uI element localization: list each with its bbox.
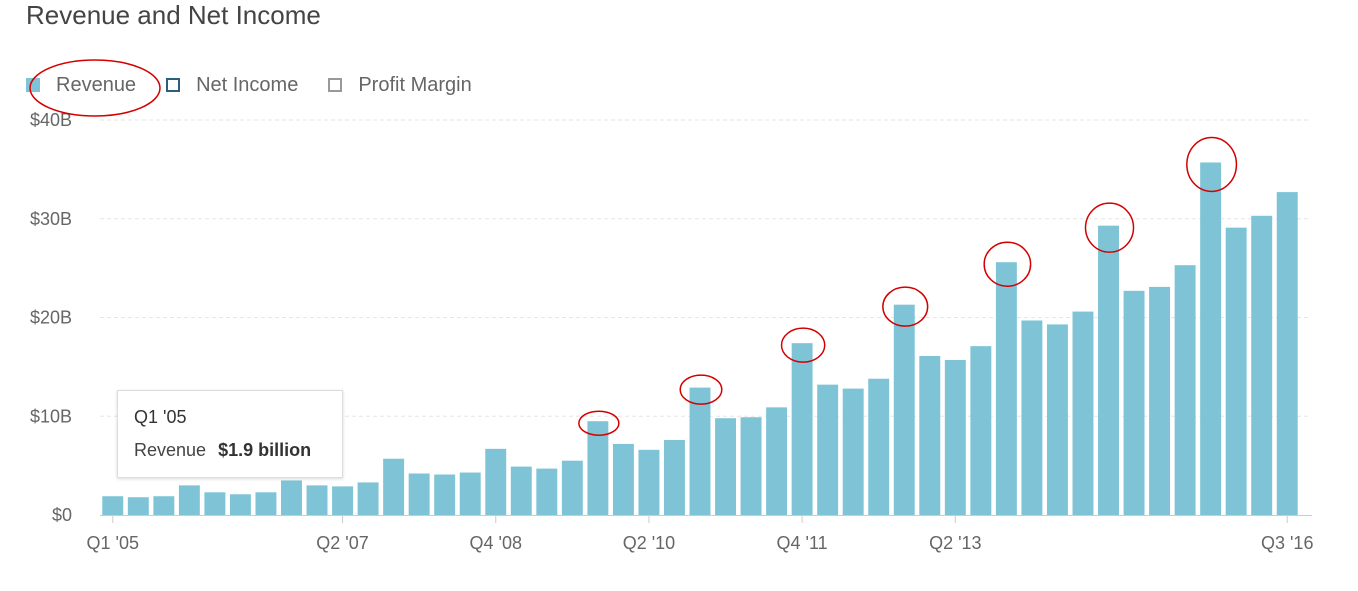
y-tick-label: $40B <box>30 110 72 130</box>
legend-item-profit-margin[interactable]: Profit Margin <box>328 73 472 97</box>
bar <box>664 439 685 515</box>
legend-item-net-income[interactable]: Net Income <box>166 74 298 97</box>
bar <box>944 359 966 515</box>
bar <box>204 492 226 515</box>
x-tick-label: Q1 '05 <box>87 533 139 553</box>
x-tick-label: Q2 '07 <box>316 533 368 553</box>
bar <box>1276 192 1298 515</box>
bar <box>868 378 890 515</box>
bar <box>127 497 149 515</box>
bar <box>102 496 124 515</box>
bar <box>1021 320 1043 515</box>
annotation-circle <box>983 241 1032 287</box>
x-tick-label: Q4 '08 <box>470 533 522 553</box>
bar <box>255 492 277 515</box>
x-tick-label: Q3 '16 <box>1261 533 1313 553</box>
bar <box>587 421 609 515</box>
bar <box>893 304 915 515</box>
bar <box>1123 290 1145 515</box>
bar <box>332 486 354 515</box>
annotation-circle <box>1186 136 1238 193</box>
y-tick-label: $0 <box>52 505 72 525</box>
bar <box>153 496 175 515</box>
bar <box>740 417 762 515</box>
bar <box>408 473 430 515</box>
tooltip-series: Revenue <box>134 440 207 460</box>
bar <box>536 468 558 515</box>
bar <box>281 480 302 515</box>
bar <box>434 474 456 515</box>
bar <box>1174 265 1196 515</box>
bar <box>919 356 941 515</box>
bar <box>715 418 736 515</box>
annotation-circle-legend <box>29 59 161 117</box>
x-tick-label: Q4 '11 <box>777 533 828 553</box>
bar <box>766 407 788 515</box>
bar <box>791 343 813 515</box>
bar <box>1225 227 1247 515</box>
tooltip: Q1 '05 Revenue $1.9 billion <box>117 390 343 478</box>
bar <box>1251 215 1273 515</box>
annotations <box>29 59 1238 436</box>
annotation-circle <box>679 374 723 405</box>
x-tick-label: Q2 '13 <box>929 533 981 553</box>
bar <box>1149 286 1171 515</box>
x-axis: Q1 '05 Q2 '07 Q4 '08 Q2 '10 Q4 '11 Q2 '13 Q3 '… <box>87 515 1313 553</box>
bar <box>485 448 507 515</box>
bar <box>178 485 200 515</box>
annotation-circle <box>578 410 620 436</box>
bar <box>561 460 583 515</box>
tooltip-row: Revenue $1.9 billion <box>134 440 342 461</box>
bar <box>842 388 864 515</box>
legend-label-profit-margin: Profit Margin <box>358 73 472 96</box>
bar <box>638 449 660 515</box>
bar <box>1046 324 1068 515</box>
y-axis: $0 $10B $20B $30B $40B <box>30 110 1312 525</box>
bar <box>689 387 711 515</box>
x-tick-label: Q2 '10 <box>623 533 675 553</box>
annotation-circle <box>882 286 929 327</box>
annotation-circle <box>780 327 826 363</box>
bar <box>970 346 992 515</box>
y-tick-label: $20B <box>30 308 72 328</box>
bar <box>510 466 532 515</box>
bar <box>1200 162 1222 515</box>
profit-margin-swatch-icon <box>328 78 343 92</box>
bar <box>612 443 634 515</box>
bar <box>1098 225 1119 515</box>
tooltip-value: $1.9 billion <box>218 440 312 460</box>
tooltip-period: Q1 '05 <box>134 407 187 427</box>
y-tick-label: $10B <box>30 406 72 426</box>
bar <box>383 458 405 515</box>
bar <box>229 494 251 515</box>
chart-title: Revenue and Net Income <box>26 0 321 30</box>
bar <box>995 262 1017 515</box>
annotation-circle <box>1084 202 1135 253</box>
legend-label-revenue: Revenue <box>56 73 137 96</box>
bar <box>459 472 481 515</box>
bar <box>357 482 379 515</box>
legend-label-net-income: Net Income <box>196 73 299 96</box>
net-income-swatch-icon <box>166 78 181 92</box>
chart-legend: Revenue Net Income Profit Margin <box>26 72 502 98</box>
y-tick-label: $30B <box>30 209 72 229</box>
bar <box>306 485 328 515</box>
bars <box>102 162 1298 515</box>
bar <box>817 384 839 515</box>
bar <box>1072 311 1094 515</box>
